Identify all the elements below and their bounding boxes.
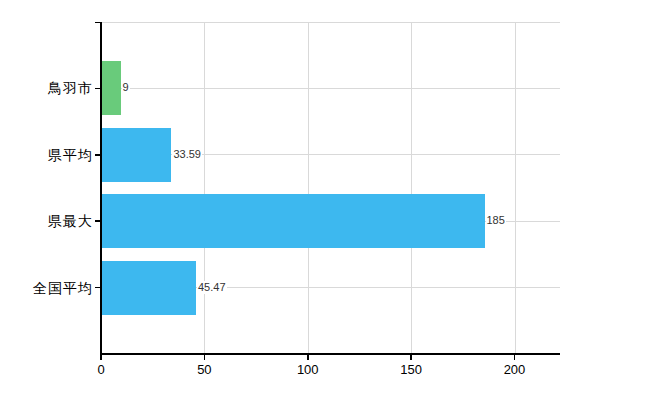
gridline-vertical [308,22,309,354]
category-label: 全国平均 [10,280,93,296]
bar-value-label: 33.59 [172,148,202,161]
bar [102,261,196,315]
x-tick-label: 200 [490,362,540,377]
x-tick-label: 100 [283,362,333,377]
x-tick-label: 150 [386,362,436,377]
x-tick-label: 50 [179,362,229,377]
x-tick [514,354,516,360]
category-label: 県最大 [10,213,93,229]
bar-chart: 9 33.59 185 45.47 鳥羽市県平均県最大全国平均 0 50 100 150 200 [0,0,650,400]
bar [102,61,121,115]
gridline-vertical [515,22,516,354]
x-tick-label: 0 [76,362,126,377]
x-tick [204,354,206,360]
x-tick [410,354,412,360]
gridline-vertical [411,22,412,354]
bar-value-label: 45.47 [197,281,227,294]
gridline-vertical [204,22,205,354]
plot-top-border [101,22,560,23]
x-tick [307,354,309,360]
bar-value-label: 9 [122,81,130,94]
x-axis [100,353,560,355]
category-label: 鳥羽市 [10,80,93,96]
gridline-horizontal [101,88,560,89]
bar-value-label: 185 [486,214,506,227]
category-label: 県平均 [10,147,93,163]
x-tick [100,354,102,360]
y-axis [100,22,102,354]
bar [102,128,171,182]
bar [102,194,485,248]
